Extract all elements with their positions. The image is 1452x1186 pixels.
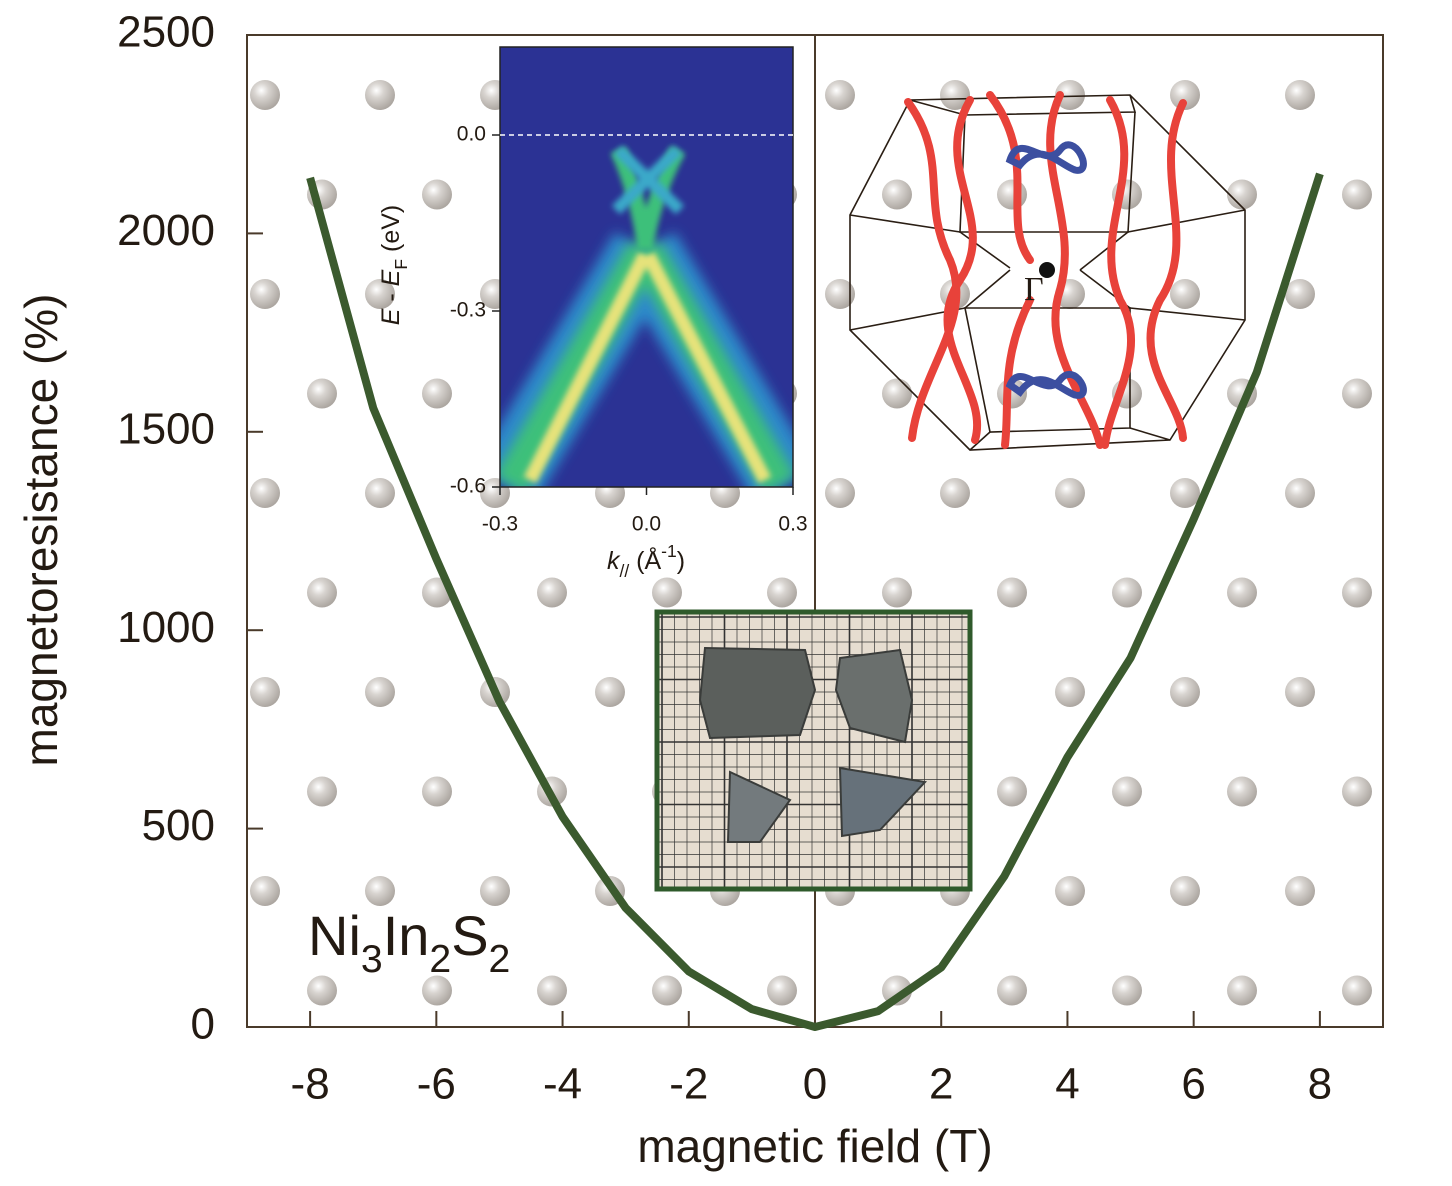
x-tick-label: -4 [543, 1060, 582, 1109]
lattice-atom [1170, 279, 1200, 309]
y-axis-label: magnetoresistance (%) [15, 294, 67, 767]
lattice-atom [365, 80, 395, 110]
lattice-atom [1285, 80, 1315, 110]
lattice-atom [307, 975, 337, 1006]
lattice-atom [422, 179, 452, 210]
lattice-atom [1170, 677, 1200, 707]
lattice-atom [652, 577, 682, 608]
main-plot: -8 -6 -4 -2 0 2 4 6 8 0 500 1000 1500 2000 2500 magneti… [15, 8, 1384, 1172]
data-line [306, 172, 1324, 1031]
lattice-atom [307, 378, 337, 409]
lattice-atom [537, 577, 567, 608]
lattice-atom [1342, 577, 1372, 608]
y-tick-label: 1000 [117, 603, 215, 652]
lattice-atom [882, 975, 912, 1006]
compound-label: Ni3In2S2 [308, 904, 510, 981]
x-axis-label: magnetic field (T) [637, 1120, 992, 1172]
y-tick-label: 2500 [117, 8, 215, 57]
x-tick-label: 0 [803, 1060, 827, 1109]
lattice-atom [1170, 478, 1200, 508]
lattice-atom [997, 577, 1027, 608]
y-tick-label: 0 [191, 1000, 215, 1049]
lattice-atom [825, 478, 855, 508]
lattice-atom [652, 975, 682, 1006]
lattice-atom [365, 677, 395, 707]
lattice-atom [1112, 975, 1142, 1006]
lattice-atom [1342, 179, 1372, 210]
x-tick-label: 4 [1055, 1060, 1079, 1109]
lattice-atom [1342, 378, 1372, 409]
crystal-photo [654, 609, 973, 892]
y-tick-label: 500 [142, 801, 215, 850]
lattice-atom [1055, 478, 1085, 508]
inset-x-tick-label: -0.3 [482, 513, 518, 536]
lattice-atom [307, 776, 337, 807]
lattice-atom [1285, 677, 1315, 707]
lattice-atom [1055, 80, 1085, 110]
lattice-atom [825, 80, 855, 110]
lattice-atom [480, 876, 510, 906]
gamma-label: Γ [1024, 271, 1044, 308]
lattice-atom [422, 776, 452, 807]
inset-x-label: k// (Å-1) [607, 541, 685, 581]
lattice-atom [767, 975, 797, 1006]
inset-x-tick-label: 0.3 [778, 513, 807, 536]
lattice-atom [1112, 776, 1142, 807]
lattice-atom [997, 975, 1027, 1006]
inset-x-tick-label: 0.0 [632, 513, 661, 536]
x-tick-label: 2 [929, 1060, 953, 1109]
x-tick-label: -6 [417, 1060, 456, 1109]
arpes-inset: -0.3 0.0 0.3 0.0 -0.3 -0.6 k// (Å-1) E - EF (eV… [377, 46, 808, 581]
x-tick-label: 8 [1308, 1060, 1332, 1109]
x-tick-label: 6 [1181, 1060, 1205, 1109]
lattice-atom [250, 478, 280, 508]
lattice-atom [882, 577, 912, 608]
lattice-atom [1055, 677, 1085, 707]
lattice-atom [1285, 876, 1315, 906]
lattice-atom [422, 975, 452, 1006]
lattice-atom [250, 80, 280, 110]
lattice-atom [1227, 975, 1257, 1006]
lattice-atom [307, 577, 337, 608]
lattice-atom [1055, 876, 1085, 906]
lattice-atom [825, 279, 855, 309]
lattice-atom [1112, 577, 1142, 608]
x-tick-label: -2 [669, 1060, 708, 1109]
lattice-atom [537, 975, 567, 1006]
lattice-atom [1170, 876, 1200, 906]
brillouin-zone: Γ [849, 91, 1246, 451]
lattice-atom [1170, 80, 1200, 110]
band-image [500, 145, 793, 487]
lattice-atom [1342, 776, 1372, 807]
y-tick-label: 2000 [117, 206, 215, 255]
y-tick-label: 1500 [117, 404, 215, 453]
lattice-atom [1227, 776, 1257, 807]
lattice-atom [422, 378, 452, 409]
inset-y-tick-label: -0.6 [450, 475, 486, 498]
lattice-atom [365, 478, 395, 508]
lattice-atom [1227, 179, 1257, 210]
inset-y-label: E - EF (eV) [377, 205, 411, 325]
lattice-atom [1285, 478, 1315, 508]
x-tick-label: -8 [291, 1060, 330, 1109]
lattice-atom [1285, 279, 1315, 309]
lattice-atom [940, 478, 970, 508]
lattice-atom [1227, 577, 1257, 608]
lattice-atom [997, 179, 1027, 210]
lattice-atom [882, 378, 912, 409]
lattice-atom [767, 577, 797, 608]
lattice-atom [940, 80, 970, 110]
lattice-atom [365, 876, 395, 906]
lattice-atom [595, 677, 625, 707]
lattice-atom [882, 179, 912, 210]
lattice-atom [1342, 975, 1372, 1006]
lattice-atom [250, 876, 280, 906]
lattice-atom [997, 776, 1027, 807]
lattice-atom [365, 279, 395, 309]
inset-y-tick-label: -0.3 [450, 299, 486, 322]
inset-y-tick-label: 0.0 [457, 123, 486, 146]
lattice-atom [250, 279, 280, 309]
lattice-atom [250, 677, 280, 707]
